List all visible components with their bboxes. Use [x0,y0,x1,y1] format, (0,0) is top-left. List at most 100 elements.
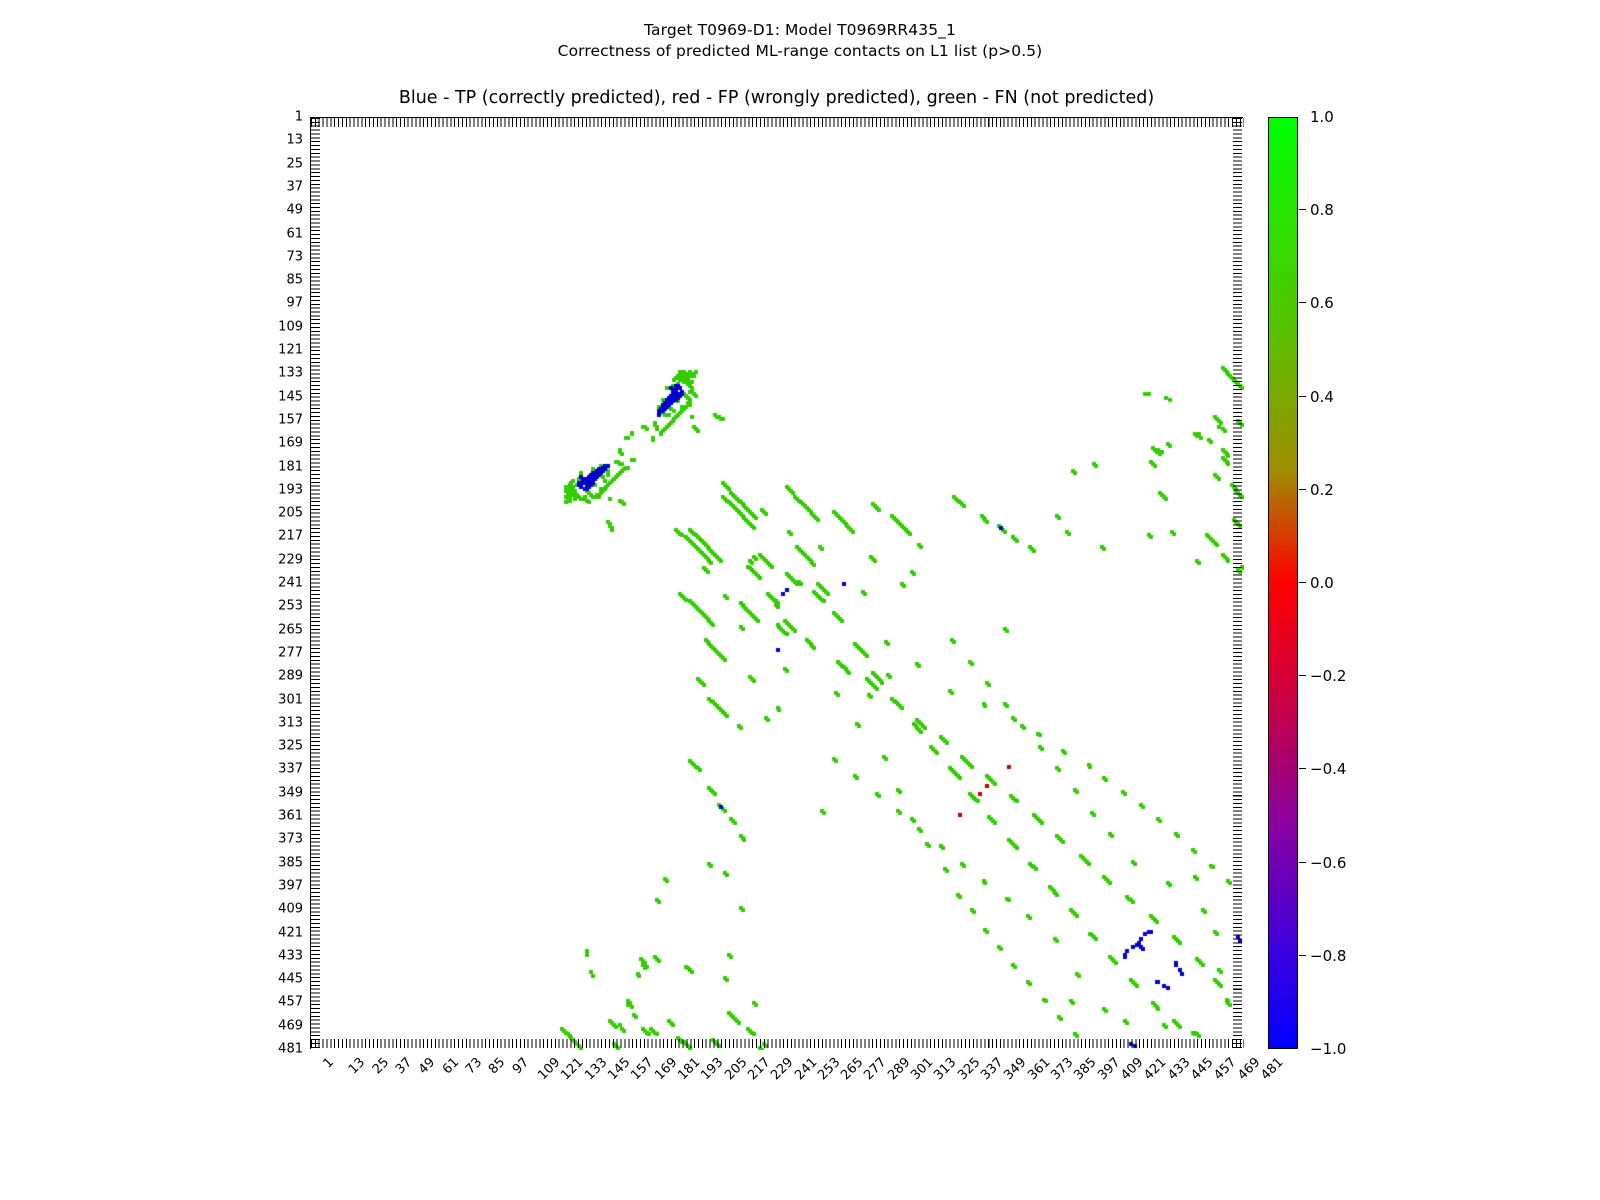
colorbar-tick-label: −0.8 [1310,946,1347,965]
x-axis-tick-61: 61 [439,1055,462,1078]
x-axis-tick-37: 37 [392,1055,416,1078]
y-axis-tick-97: 97 [286,295,303,311]
y-axis-tick-145: 145 [278,389,303,405]
x-axis-tick-373: 373 [1048,1055,1077,1084]
x-axis-tick-409: 409 [1118,1055,1147,1084]
colorbar-tick-mark-icon [1299,954,1306,956]
y-axis-tick-385: 385 [278,855,303,871]
x-axis-tick-25: 25 [369,1055,392,1078]
x-axis-tick-253: 253 [815,1055,844,1084]
colorbar-tick-mark-icon [1299,861,1306,863]
x-axis-tick-289: 289 [885,1055,914,1084]
colorbar-gradient [1269,118,1297,1048]
x-axis-tick-481: 481 [1258,1055,1287,1084]
colorbar-tick-4: 0.2 [1299,481,1334,499]
x-axis-tick-241: 241 [791,1055,820,1084]
y-axis-tick-157: 157 [278,412,303,428]
y-axis-tick-241: 241 [278,575,303,591]
y-axis-tick-37: 37 [286,179,303,195]
y-axis-tick-133: 133 [278,365,303,381]
chart-title-overline-1: 1 [938,42,949,60]
colorbar-tick-mark-icon [1299,488,1306,490]
y-axis-tick-289: 289 [278,668,303,684]
x-axis-tick-433: 433 [1164,1055,1194,1084]
x-axis-tick-349: 349 [1001,1055,1030,1084]
x-axis-tick-181: 181 [675,1055,704,1084]
colorbar-tick-label: 0.6 [1310,294,1334,313]
y-axis-tick-181: 181 [278,459,303,474]
y-axis-tick-169: 169 [278,435,303,451]
y-axis-tick-253: 253 [278,598,303,614]
y-axis-tick-325: 325 [278,738,303,754]
colorbar-tick-mark-icon [1299,395,1306,397]
y-axis-tick-373: 373 [278,831,303,847]
x-axis-tick-325: 325 [955,1055,984,1084]
colorbar-tick-2: 0.6 [1299,294,1334,312]
colorbar-tick-1: 0.8 [1299,201,1334,219]
colorbar-tick-label: 0.8 [1310,201,1334,220]
colorbar-tick-6: −0.2 [1299,667,1346,685]
y-axis-tick-121: 121 [278,342,303,358]
chart-title-line2: Correctness of predicted ML-range contac… [0,41,1600,62]
colorbar-tick-label: −0.4 [1310,760,1347,779]
x-axis-tick-313: 313 [931,1055,960,1084]
colorbar-tick-3: 0.4 [1299,388,1334,406]
colorbar-tick-label: −1.0 [1310,1040,1347,1058]
x-axis-tick-397: 397 [1094,1055,1124,1084]
x-axis-tick-265: 265 [838,1055,867,1084]
y-axis-tick-205: 205 [278,505,303,521]
x-axis-tick-85: 85 [486,1055,509,1078]
colorbar-tick-label: 0.0 [1310,574,1334,592]
colorbar-tick-mark-icon [1299,209,1306,211]
x-axis-tick-445: 445 [1188,1055,1217,1084]
x-axis-tick-217: 217 [745,1055,774,1084]
colorbar-tick-label: 0.4 [1310,387,1334,406]
y-axis-tick-457: 457 [278,994,303,1010]
y-axis-tick-301: 301 [278,692,303,707]
colorbar-tick-7: −0.4 [1299,760,1346,778]
chart-title-line2-pre: Correctness of predicted ML-range contac… [557,42,939,60]
x-axis-tick-labels: 1 13 25 37 49 61 73 85 97 109 121 133 145 157 169 181 19… [310,1055,1286,1125]
y-axis-tick-481: 481 [278,1041,303,1057]
x-axis-tick-49: 49 [416,1055,439,1078]
y-axis-tick-409: 409 [278,901,303,917]
y-axis-tick-349: 349 [278,785,303,801]
x-axis-tick-133: 133 [581,1055,610,1084]
y-axis-tick-193: 193 [278,482,303,498]
colorbar-tick-mark-icon [1299,768,1306,770]
contact-map-plot-area [310,117,1244,1050]
y-axis-tick-85: 85 [286,272,303,288]
x-axis-tick-361: 361 [1025,1055,1054,1084]
x-axis-tick-109: 109 [535,1055,564,1084]
x-axis-tick-97: 97 [509,1055,532,1078]
colorbar-tick-mark-icon [1299,116,1306,117]
colorbar-tick-10: −1.0 [1299,1040,1346,1058]
y-axis-tick-217: 217 [278,528,303,544]
x-axis-tick-205: 205 [721,1055,750,1084]
colorbar-tick-5: 0.0 [1299,574,1334,592]
contact-map-canvas [311,118,1244,1050]
colorbar-tick-8: −0.6 [1299,854,1346,872]
y-axis-tick-361: 361 [278,808,303,824]
x-axis-tick-385: 385 [1071,1055,1100,1084]
colorbar-tick-labels: 1.0 0.8 0.6 0.4 0.2 0.0 −0.2 −0.4 −0.6 −0.8 −1.0 [1299,108,1369,1058]
x-axis-tick-1: 1 [320,1055,337,1072]
y-axis-tick-229: 229 [278,552,303,568]
y-axis-tick-25: 25 [286,156,303,172]
colorbar-tick-mark-icon [1299,675,1306,677]
colorbar-tick-label: 1.0 [1310,108,1334,126]
x-axis-tick-73: 73 [462,1055,486,1078]
y-axis-tick-73: 73 [286,249,303,265]
y-axis-tick-61: 61 [286,226,303,241]
x-axis-tick-121: 121 [558,1055,587,1084]
x-axis-tick-337: 337 [978,1055,1007,1084]
x-axis-tick-157: 157 [628,1055,657,1084]
y-axis-tick-49: 49 [286,202,303,218]
y-axis-tick-109: 109 [278,319,303,335]
colorbar-tick-9: −0.8 [1299,947,1346,965]
x-axis-tick-169: 169 [651,1055,680,1084]
colorbar-tick-mark-icon [1299,302,1306,304]
x-axis-tick-13: 13 [346,1055,369,1078]
x-axis-tick-457: 457 [1211,1055,1240,1084]
legend-title: Blue - TP (correctly predicted), red - F… [398,88,1155,108]
